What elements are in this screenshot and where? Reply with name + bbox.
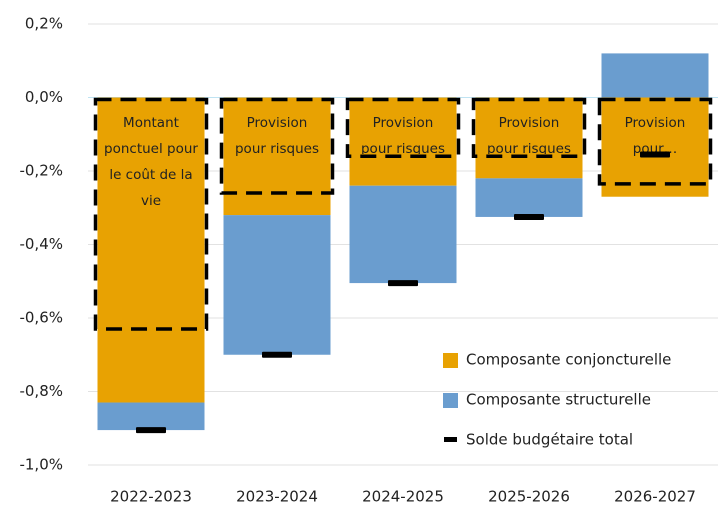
- y-tick-label: -0,2%: [19, 162, 63, 180]
- bar-segment: [349, 97, 457, 186]
- y-tick-label: -0,4%: [19, 235, 63, 253]
- provision-label: Provision pour…: [625, 115, 686, 157]
- total-marker: [388, 280, 418, 287]
- bar-segment: [223, 215, 331, 355]
- provision-text: Montant ponctuel pour le coût de la vie: [104, 114, 198, 209]
- bar-segment: [601, 53, 709, 98]
- total-marker: [262, 351, 292, 358]
- y-tick-label: 0,0%: [25, 88, 63, 106]
- legend-swatch: [443, 393, 458, 408]
- provision-text: Provision pour risques: [486, 114, 572, 155]
- provision-label: Montant ponctuel pour le coût de la vie: [104, 114, 198, 209]
- legend-swatch: [444, 437, 457, 442]
- bar-segment: [349, 185, 457, 284]
- x-tick-label: 2024-2025: [362, 488, 444, 506]
- x-tick-label: 2026-2027: [614, 488, 696, 506]
- bar-segment: [475, 178, 583, 217]
- provision-label: Provision pour risques: [360, 114, 446, 155]
- provision-label: Provision pour risques: [486, 114, 572, 155]
- total-marker: [514, 213, 544, 220]
- legend-label: Composante conjoncturelle: [466, 351, 671, 369]
- total-marker: [640, 151, 670, 158]
- x-tick-label: 2022-2023: [110, 488, 192, 506]
- bar-segment: [601, 97, 709, 197]
- provision-box: [345, 97, 461, 159]
- bar-segment: [475, 97, 583, 179]
- y-tick-label: -1,0%: [19, 456, 63, 474]
- provision-text: Provision pour risques: [234, 114, 320, 157]
- x-tick-label: 2025-2026: [488, 488, 570, 506]
- bar-segment: [97, 97, 205, 403]
- provision-box: [597, 97, 713, 186]
- provision: Provision pour…: [597, 97, 713, 186]
- provision-box: [219, 97, 335, 195]
- legend-label: Solde budgétaire total: [466, 431, 633, 449]
- provision: Provision pour risques: [345, 97, 461, 159]
- y-tick-label: 0,2%: [25, 15, 63, 33]
- provision: Provision pour risques: [219, 97, 335, 195]
- provision: Montant ponctuel pour le coût de la vie: [93, 97, 209, 331]
- provision-text: Provision pour risques: [360, 114, 446, 155]
- bar-segment: [223, 97, 331, 216]
- provision: Provision pour risques: [471, 97, 587, 159]
- y-tick-label: -0,8%: [19, 382, 63, 400]
- legend-label: Composante structurelle: [466, 391, 651, 409]
- legend-swatch: [443, 353, 458, 368]
- provision-label: Provision pour risques: [234, 114, 320, 157]
- x-tick-label: 2023-2024: [236, 488, 318, 506]
- y-tick-label: -0,6%: [19, 309, 63, 327]
- bar-segment: [97, 402, 205, 431]
- provision-box: [93, 97, 209, 331]
- provision-box: [471, 97, 587, 159]
- total-marker: [136, 427, 166, 434]
